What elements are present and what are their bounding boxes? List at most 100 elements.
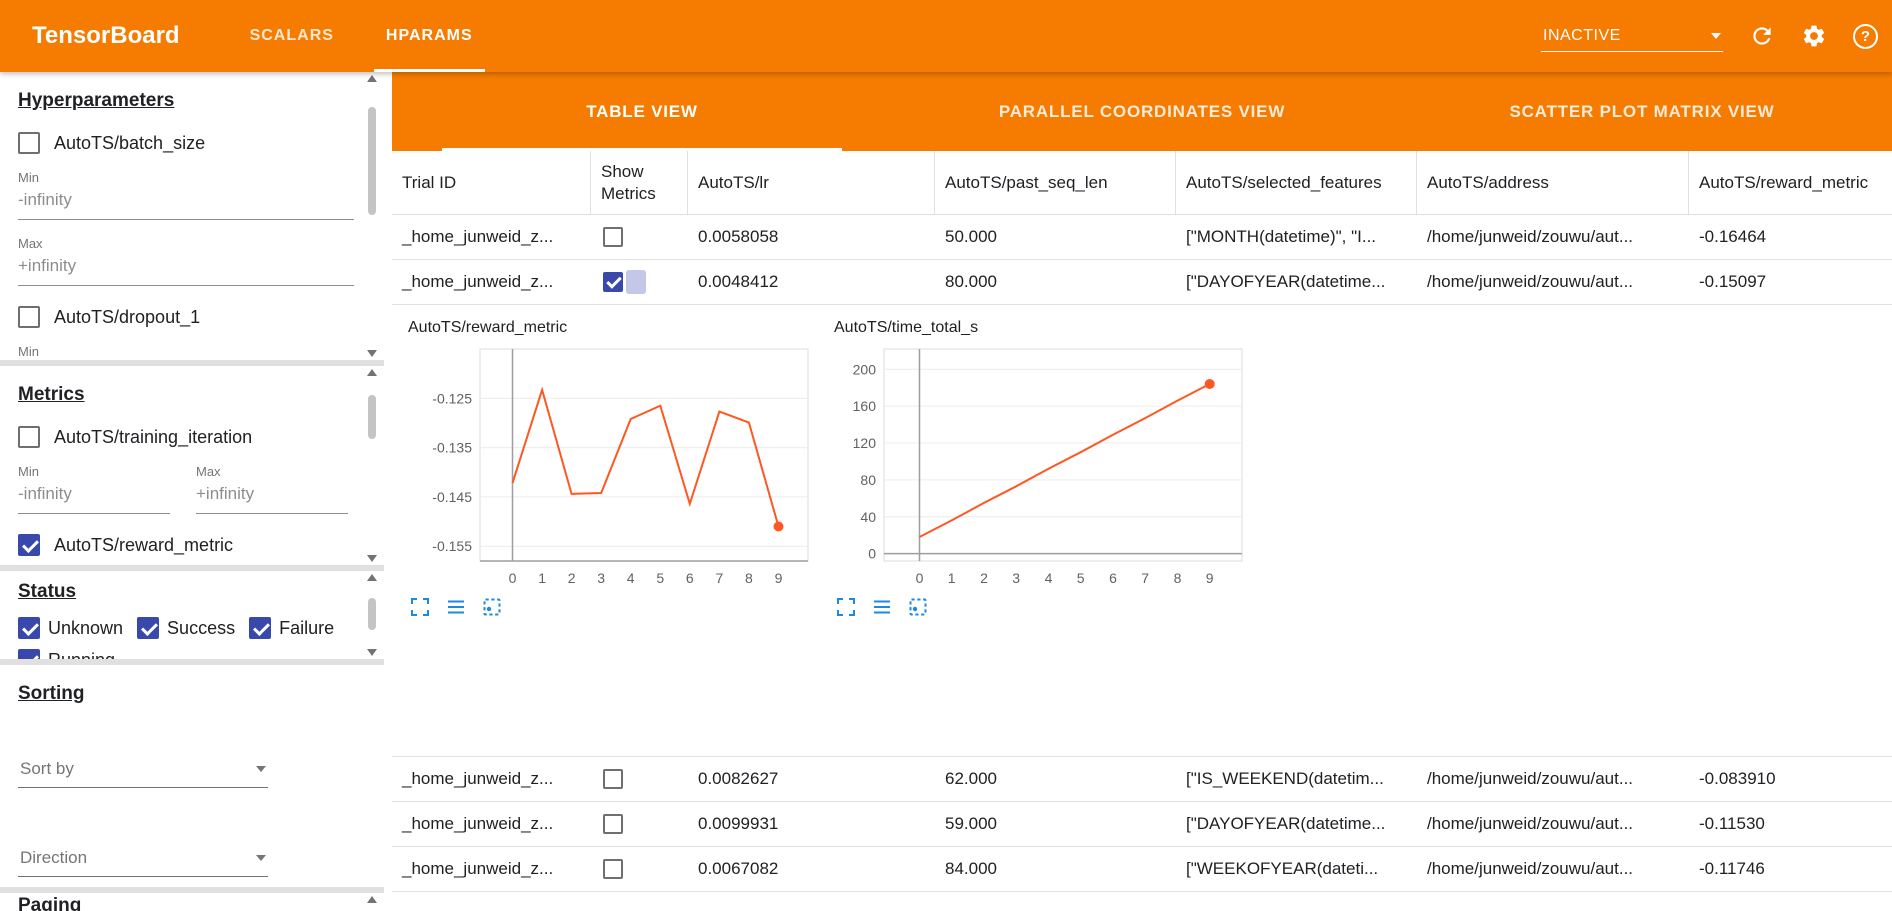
scroll-up-icon[interactable] xyxy=(367,574,377,581)
training-iteration-checkbox[interactable] xyxy=(18,426,40,448)
scroll-down-icon[interactable] xyxy=(367,350,377,357)
max-input[interactable]: +infinity xyxy=(18,251,354,286)
run-status-value: INACTIVE xyxy=(1543,26,1621,44)
status-unknown-checkbox[interactable] xyxy=(18,617,40,639)
min-input[interactable]: -infinity xyxy=(18,185,354,220)
cell-trial-id: _home_junweid_z... xyxy=(402,769,554,788)
sort-by-dropdown[interactable]: Sort by xyxy=(18,751,268,788)
horizontal-lines-icon[interactable] xyxy=(872,597,892,617)
tab-table-view[interactable]: TABLE VIEW xyxy=(392,72,892,151)
metrics-title: Metrics xyxy=(18,384,85,405)
cell-selected-features: ["DAYOFYEAR(datetime... xyxy=(1186,814,1386,833)
app-header: TensorBoard SCALARS HPARAMS INACTIVE ? xyxy=(0,0,1892,72)
chart-title: AutoTS/reward_metric xyxy=(408,319,568,336)
cell-lr: 0.0067082 xyxy=(698,859,779,878)
tab-scalars[interactable]: SCALARS xyxy=(224,0,360,72)
header-actions: INACTIVE ? xyxy=(1541,0,1892,72)
marquee-select-icon[interactable] xyxy=(908,597,928,617)
help-icon: ? xyxy=(1860,27,1871,45)
status-item-running: Running xyxy=(18,649,115,659)
min-input[interactable] xyxy=(18,359,354,360)
line-chart[interactable]: 0 40 80 120 160 200 0 1 2 3 4 5 6 7 8 9 xyxy=(832,337,1254,591)
min-input[interactable]: -infinity xyxy=(18,479,170,514)
chevron-down-icon xyxy=(256,766,266,772)
dropout-1-label: AutoTS/dropout_1 xyxy=(54,306,201,327)
show-metrics-checkbox[interactable] xyxy=(603,814,623,834)
scroll-thumb[interactable] xyxy=(368,395,376,439)
svg-text:80: 80 xyxy=(860,472,876,488)
batch-size-label: AutoTS/batch_size xyxy=(54,132,206,153)
scroll-up-icon[interactable] xyxy=(367,75,377,82)
batch-size-checkbox[interactable] xyxy=(18,132,40,154)
table-row: _home_junweid_z... 0.0082627 62.000 ["IS_WE… xyxy=(392,757,1892,802)
horizontal-lines-icon[interactable] xyxy=(446,597,466,617)
cell-address: /home/junweid/zouwu/aut... xyxy=(1427,859,1634,878)
show-metrics-checkbox[interactable] xyxy=(603,769,623,789)
help-button[interactable]: ? xyxy=(1853,23,1878,49)
dropout-1-min-field: Min xyxy=(18,344,354,360)
table-row: _home_junweid_z... 0.0058058 50.000 ["MONTH… xyxy=(392,215,1892,260)
status-success-label: Success xyxy=(167,617,236,638)
cell-reward-metric: -0.11530 xyxy=(1699,814,1765,833)
svg-text:2: 2 xyxy=(980,570,988,586)
direction-label: Direction xyxy=(20,848,88,867)
expand-icon[interactable] xyxy=(410,597,430,617)
svg-text:200: 200 xyxy=(853,361,877,377)
reward-metric-checkbox[interactable] xyxy=(18,534,40,556)
cell-address: /home/junweid/zouwu/aut... xyxy=(1427,272,1634,291)
line-chart[interactable]: -0.155 -0.145 -0.135 -0.125 0 1 2 3 4 5 6 7 8 9 xyxy=(406,337,818,591)
cell-address: /home/junweid/zouwu/aut... xyxy=(1427,227,1634,246)
scroll-up-icon[interactable] xyxy=(367,896,377,903)
tab-parallel-coordinates-view[interactable]: PARALLEL COORDINATES VIEW xyxy=(892,72,1392,151)
table-row: _home_junweid_z... 0.0048412 80.000 ["DAYOF… xyxy=(392,260,1892,305)
status-failure-label: Failure xyxy=(279,617,335,638)
tab-scatter-plot-matrix-view[interactable]: SCATTER PLOT MATRIX VIEW xyxy=(1392,72,1892,151)
checkbox-ripple xyxy=(626,270,646,294)
status-success-checkbox[interactable] xyxy=(137,617,160,639)
hyperparameters-scrollbar[interactable] xyxy=(366,75,378,357)
column-header: AutoTS/past_seq_len xyxy=(935,151,1176,214)
tab-hparams[interactable]: HPARAMS xyxy=(360,0,499,72)
svg-text:3: 3 xyxy=(1012,570,1020,586)
svg-text:4: 4 xyxy=(1045,570,1053,586)
table-row: _home_junweid_z... 0.0067082 84.000 ["WEEKO… xyxy=(392,847,1892,892)
show-metrics-checkbox[interactable] xyxy=(603,227,623,247)
paging-scrollbar[interactable] xyxy=(366,896,378,908)
max-input[interactable]: +infinity xyxy=(196,479,348,514)
metric-item-training-iteration: AutoTS/training_iteration xyxy=(18,426,354,448)
refresh-button[interactable] xyxy=(1749,23,1775,49)
svg-text:-0.125: -0.125 xyxy=(432,390,472,406)
settings-button[interactable] xyxy=(1801,23,1827,49)
cell-reward-metric: -0.11746 xyxy=(1699,859,1765,878)
svg-text:0: 0 xyxy=(509,570,517,586)
metrics-scrollbar[interactable] xyxy=(366,369,378,562)
training-iteration-label: AutoTS/training_iteration xyxy=(54,426,253,447)
show-metrics-checkbox[interactable] xyxy=(603,859,623,879)
svg-text:6: 6 xyxy=(686,570,694,586)
gear-icon xyxy=(1803,25,1825,47)
direction-dropdown[interactable]: Direction xyxy=(18,840,268,877)
status-scrollbar[interactable] xyxy=(366,574,378,656)
show-metrics-checkbox[interactable] xyxy=(603,272,623,292)
run-status-dropdown[interactable]: INACTIVE xyxy=(1541,21,1723,52)
scroll-down-icon[interactable] xyxy=(367,649,377,656)
svg-text:120: 120 xyxy=(853,435,877,451)
scroll-thumb[interactable] xyxy=(368,598,376,630)
svg-text:5: 5 xyxy=(656,570,664,586)
svg-text:1: 1 xyxy=(948,570,956,586)
metric-chart-card: AutoTS/reward_metric -0.155 -0.145 -0.135 -0… xyxy=(406,315,818,617)
expand-icon[interactable] xyxy=(836,597,856,617)
status-title: Status xyxy=(18,581,77,602)
marquee-select-icon[interactable] xyxy=(482,597,502,617)
status-running-checkbox[interactable] xyxy=(18,649,40,659)
dropout-1-checkbox[interactable] xyxy=(18,306,40,328)
hparam-item-batch-size: AutoTS/batch_size xyxy=(18,132,354,154)
cell-lr: 0.0048412 xyxy=(698,272,779,291)
status-running-label: Running xyxy=(48,650,115,660)
scroll-up-icon[interactable] xyxy=(367,369,377,376)
svg-text:0: 0 xyxy=(916,570,924,586)
status-item-unknown: Unknown xyxy=(18,617,123,639)
scroll-thumb[interactable] xyxy=(368,107,376,215)
status-failure-checkbox[interactable] xyxy=(249,617,272,639)
scroll-down-icon[interactable] xyxy=(367,555,377,562)
